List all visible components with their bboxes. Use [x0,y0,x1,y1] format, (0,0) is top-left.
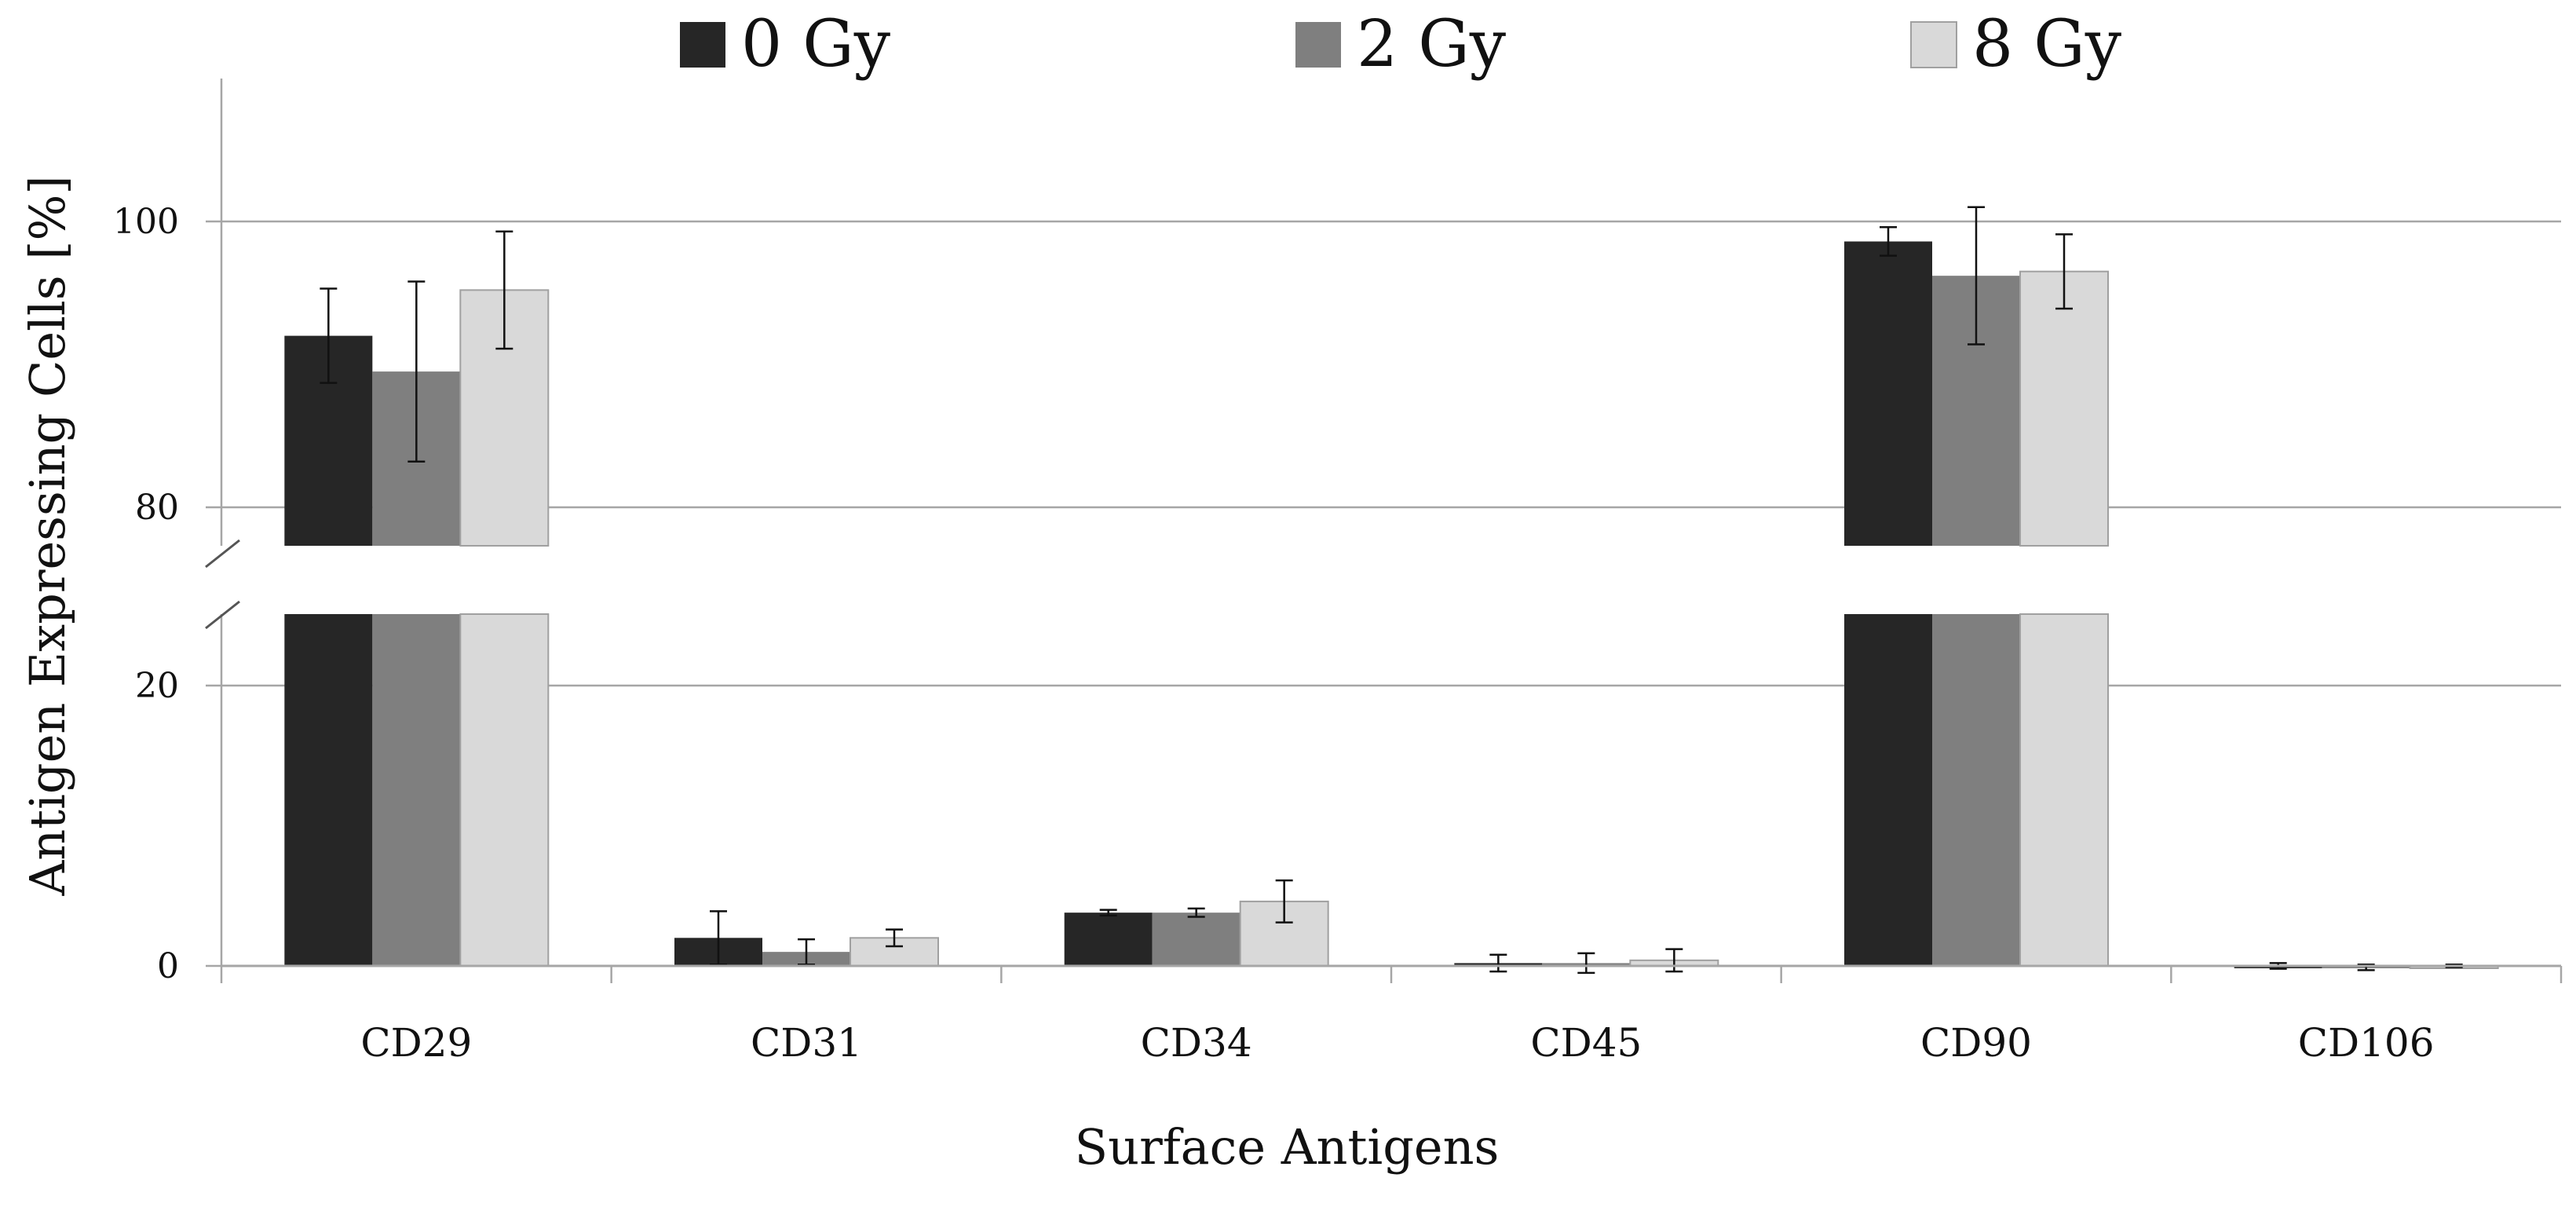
x-tick-label-cd29: CD29 [360,1020,472,1066]
x-tick-label-cd45: CD45 [1530,1020,1642,1066]
y-tick-label-80: 80 [135,488,179,528]
legend-label-2gy: 2 Gy [1357,7,1507,82]
x-tick-label-cd90: CD90 [1920,1020,2032,1066]
bar-cd90-8gy [2019,270,2109,547]
y-axis-title: Antigen Expressing Cells [%] [19,175,76,896]
axis-break-mark-upper [205,539,240,569]
error-bars [320,206,2463,975]
axes: 0 20 80 100 CD29 CD31 CD34 CD45 CD90 CD106 [113,79,2563,1066]
bar-cd34-2gy [1152,913,1240,966]
legend-swatch-8gy [1910,21,1957,68]
bar-cd29-0gy-lower [284,614,373,966]
bar-cd29-8gy-lower [459,613,550,967]
bar-cd34-0gy [1064,913,1153,966]
axis-break-mark-lower [205,600,240,630]
x-axis-title: Surface Antigens [1075,1118,1500,1176]
y-tick-label-100: 100 [113,202,179,242]
bar-cd29-2gy-lower [372,614,461,966]
bars [284,241,2499,969]
y-tick-label-0: 0 [157,946,179,986]
bar-cd90-8gy-lower [2019,613,2109,967]
x-tick-label-cd34: CD34 [1141,1020,1252,1066]
legend-label-0gy: 0 Gy [741,7,891,82]
x-tick-label-cd106: CD106 [2298,1020,2435,1066]
legend-swatch-0gy [680,22,725,68]
y-tick-label-20: 20 [135,666,179,706]
legend: 0 Gy 2 Gy 8 Gy [680,7,2122,82]
bar-cd90-0gy-lower [1844,614,1932,966]
x-tick-label-cd31: CD31 [751,1020,862,1066]
bar-cd90-2gy-lower [1932,614,2020,966]
legend-label-8gy: 8 Gy [1972,7,2122,82]
bar-cd90-0gy [1844,241,1932,546]
legend-swatch-2gy [1295,22,1341,68]
gridlines [221,220,2561,687]
